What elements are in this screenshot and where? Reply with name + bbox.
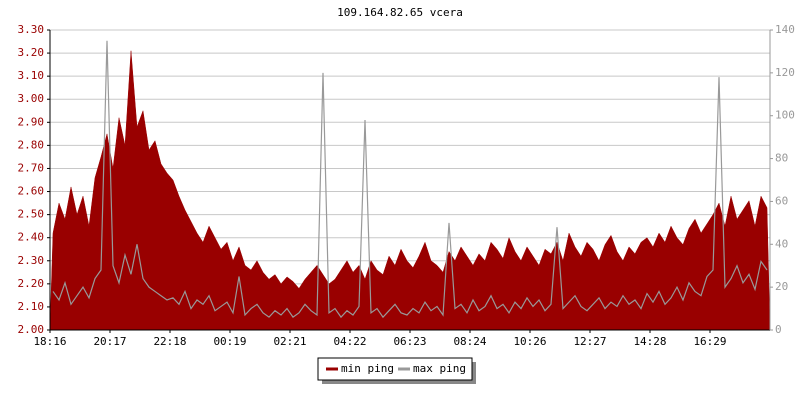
- y2-tick-label: 120: [775, 66, 795, 79]
- y-tick-label: 3.10: [18, 69, 45, 82]
- y-tick-label: 2.90: [18, 115, 45, 128]
- x-tick-label: 02:21: [273, 335, 306, 348]
- x-tick-label: 12:27: [573, 335, 606, 348]
- y2-tick-label: 40: [775, 237, 788, 250]
- x-tick-label: 08:24: [453, 335, 486, 348]
- x-tick-label: 14:28: [633, 335, 666, 348]
- x-tick-label: 18:16: [33, 335, 66, 348]
- y-tick-label: 2.80: [18, 138, 45, 151]
- y-tick-label: 2.30: [18, 254, 45, 267]
- y-tick-label: 2.50: [18, 208, 45, 221]
- y-tick-label: 2.70: [18, 161, 45, 174]
- x-tick-label: 16:29: [693, 335, 726, 348]
- x-tick-label: 20:17: [93, 335, 126, 348]
- y-tick-label: 2.20: [18, 277, 45, 290]
- x-tick-label: 00:19: [213, 335, 246, 348]
- y-tick-label: 2.00: [18, 323, 45, 336]
- legend: [317, 357, 473, 381]
- y-tick-label: 2.60: [18, 185, 45, 198]
- y-tick-label: 3.30: [18, 23, 45, 36]
- y-tick-label: 3.00: [18, 92, 45, 105]
- series-area: [49, 50, 771, 331]
- legend-label: max ping: [413, 362, 466, 375]
- x-tick-label: 10:26: [513, 335, 546, 348]
- y2-tick-label: 140: [775, 23, 795, 36]
- x-tick-label: 06:23: [393, 335, 426, 348]
- y-tick-label: 3.20: [18, 46, 45, 59]
- chart-title: 109.164.82.65 vcera: [337, 6, 463, 19]
- legend-label: min ping: [341, 362, 394, 375]
- y2-tick-label: 80: [775, 152, 788, 165]
- y-tick-label: 2.10: [18, 300, 45, 313]
- series-line: [52, 40, 768, 319]
- y-tick-label: 2.40: [18, 231, 45, 244]
- x-tick-label: 04:22: [333, 335, 366, 348]
- y2-tick-label: 0: [775, 323, 782, 336]
- x-tick-label: 22:18: [153, 335, 186, 348]
- y2-tick-label: 100: [775, 109, 795, 122]
- y2-tick-label: 60: [775, 194, 788, 207]
- y2-tick-label: 20: [775, 280, 788, 293]
